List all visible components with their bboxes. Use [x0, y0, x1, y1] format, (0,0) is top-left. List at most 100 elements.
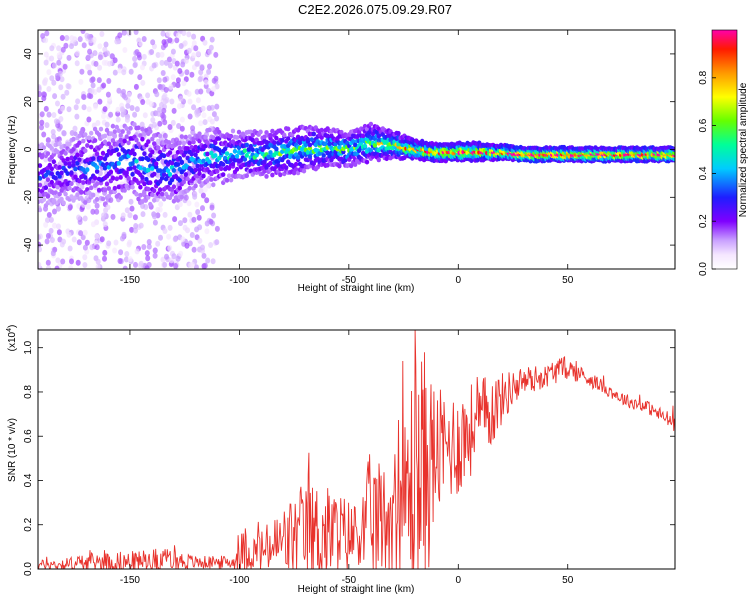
spectrogram-cell: [189, 71, 195, 78]
spectrogram-cell: [160, 70, 166, 76]
spectrogram-cell: [49, 75, 55, 82]
spectrogram-cell: [43, 59, 49, 66]
spectrogram-cell: [69, 181, 74, 187]
spectrogram-cell: [150, 117, 156, 123]
spectrogram-cell: [157, 120, 163, 127]
spectrogram-cell: [57, 236, 63, 243]
spectrogram-cell: [195, 107, 201, 114]
spectrogram-cell: [223, 155, 228, 161]
spectrogram-cell: [142, 181, 147, 187]
spectrogram-cell: [39, 124, 44, 131]
spectrogram-cell: [97, 64, 103, 71]
spectrogram-cell: [181, 140, 186, 146]
spectrogram-cell: [45, 217, 50, 224]
spectrogram-cell: [132, 122, 137, 127]
spectrogram-cell: [87, 48, 93, 55]
spectrogram-cell: [213, 51, 219, 58]
spectrogram-cell: [48, 227, 54, 234]
spectrogram-cell: [59, 170, 64, 176]
spectrogram-cell: [200, 105, 206, 112]
spectrogram-cell: [204, 228, 210, 235]
spectrogram-cell: [49, 179, 54, 185]
spectrogram-cell: [187, 211, 193, 218]
spectrogram-cell: [171, 184, 177, 190]
spectrogram-cell: [41, 95, 47, 102]
spectrogram-cell: [184, 242, 190, 249]
spectrogram-cell: [179, 125, 185, 132]
spectrogram-cell: [126, 176, 131, 181]
spectrogram-cell: [293, 167, 299, 172]
spectrogram-cell: [204, 220, 210, 227]
spectrogram-cell: [56, 223, 61, 230]
spectrogram-cell: [81, 94, 87, 101]
spectrogram-cell: [177, 68, 183, 74]
spectrogram-cell: [108, 131, 114, 137]
spectrogram-cell: [130, 161, 135, 166]
spectrogram-cell: [64, 89, 70, 96]
spectrogram-cell: [120, 212, 126, 219]
spectrogram-cell: [146, 157, 151, 163]
spectrogram-cell: [89, 244, 95, 251]
spectrogram-cell: [186, 31, 192, 38]
spectrogram-cell: [180, 236, 186, 243]
spectrogram-cell: [132, 62, 138, 69]
spectrogram-cell: [195, 50, 201, 57]
spectrogram-cell: [140, 156, 145, 162]
spectrogram-cell: [87, 33, 92, 40]
spectrogram-cell: [45, 177, 51, 183]
spectrogram-cell: [167, 62, 173, 69]
spectrogram-cell: [83, 175, 88, 180]
spectrogram-cell: [122, 188, 127, 193]
snr-y-scale-factor: (x104): [6, 325, 18, 352]
spectrogram-cell: [107, 60, 113, 67]
spectrogram-cell: [197, 131, 202, 137]
spectrogram-cell: [121, 69, 127, 76]
spectrogram-cell: [175, 149, 181, 155]
spectrogram-cell: [94, 197, 100, 202]
spectrogram-cell: [201, 173, 206, 179]
snr-frame: [37, 329, 676, 570]
spectrogram-cell: [193, 183, 198, 189]
spectrogram-cell: [228, 177, 234, 183]
spectrogram-cell: [115, 106, 121, 113]
spectrogram-cell: [319, 127, 324, 133]
spectrogram-cell: [177, 185, 182, 191]
spectrogram-cell: [117, 67, 123, 74]
snr-x-tick-label: -100: [229, 575, 249, 586]
spectrogram-cell: [175, 255, 181, 262]
spectrogram-cell: [327, 141, 332, 147]
spectrogram-cell: [145, 92, 151, 99]
spectrogram-cell: [54, 265, 60, 269]
spectrogram-cell: [206, 105, 212, 112]
spectrogram-cell: [76, 239, 82, 246]
spectrogram-cell: [63, 161, 68, 166]
spectrogram-cell: [160, 158, 166, 165]
spectrogram-cell: [173, 263, 179, 269]
spectrogram-cell: [52, 222, 57, 229]
spectrogram-cell: [132, 111, 138, 118]
spectrogram-cell: [69, 170, 74, 176]
spectrogram-cell: [150, 149, 155, 155]
spectrogram-cell: [154, 91, 160, 98]
spectrogram-cell: [250, 132, 255, 138]
spectrogram-cell: [43, 156, 49, 163]
spectrogram-cell: [264, 174, 269, 179]
spectrogram-cell: [282, 132, 287, 138]
snr-x-tick-label: 50: [562, 575, 574, 586]
spectrogram-cell: [134, 137, 139, 143]
spectrogram-x-ticks: -150 -100 -50 0 50: [120, 30, 574, 286]
spectrogram-cell: [274, 146, 279, 152]
spectrogram-cell: [157, 133, 163, 139]
spectrogram-cell: [396, 131, 401, 136]
spectrogram-cell: [146, 139, 151, 145]
spectrogram-cell: [156, 145, 161, 151]
spectrogram-cell: [46, 111, 52, 118]
spectrogram-cell: [71, 236, 77, 243]
spectrogram-cell: [79, 68, 85, 75]
spectrogram-cell: [209, 36, 215, 43]
spectrogram-cell: [146, 243, 152, 250]
spectrogram-cell: [162, 119, 168, 126]
spectrogram-cell: [213, 153, 218, 158]
spectrogram-cell: [142, 151, 147, 157]
spectrogram-cell: [198, 88, 204, 95]
